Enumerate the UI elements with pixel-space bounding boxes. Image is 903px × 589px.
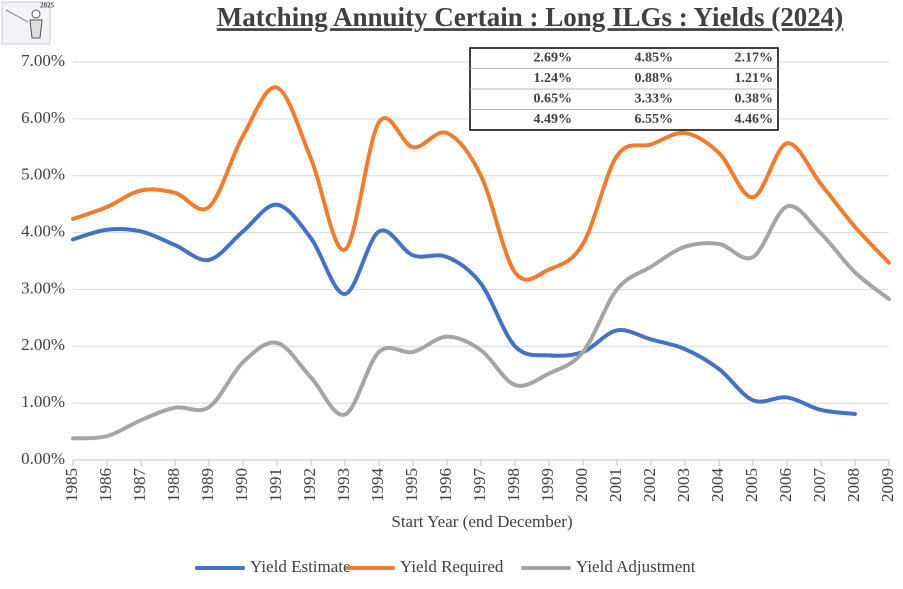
x-tick-label: 2001	[606, 468, 625, 502]
logo-text: 2025	[40, 2, 55, 10]
table-cell: 4.46%	[735, 112, 774, 127]
table-cell: 2.17%	[735, 50, 774, 65]
table-cell: 1.21%	[735, 71, 774, 86]
table-cell: 4.49%	[534, 112, 573, 127]
x-tick-label: 1990	[232, 468, 251, 502]
table-cell: 0.38%	[735, 91, 774, 106]
y-tick-label: 1.00%	[21, 392, 65, 411]
y-tick-label: 7.00%	[21, 51, 65, 70]
x-tick-label: 1991	[266, 468, 285, 502]
x-tick-label: 1985	[62, 468, 81, 502]
x-tick-label: 1988	[164, 468, 183, 502]
series-line	[71, 85, 891, 282]
x-tick-label: 2008	[844, 468, 863, 502]
x-tick-label: 2007	[810, 468, 829, 503]
y-tick-label: 4.00%	[21, 221, 65, 240]
x-tick-label: 2000	[572, 468, 591, 502]
legend-label: Yield Required	[400, 557, 504, 576]
x-tick-label: 1992	[300, 468, 319, 502]
x-tick-label: 1995	[402, 468, 421, 502]
logo-line	[5, 9, 29, 23]
y-tick-label: 0.00%	[21, 449, 65, 468]
y-tick-label: 2.00%	[21, 335, 65, 354]
chart-title: Matching Annuity Certain : Long ILGs : Y…	[217, 2, 844, 32]
x-tick-label: 1989	[198, 468, 217, 502]
x-tick-label: 2002	[640, 468, 659, 502]
x-tick-label: 2006	[776, 468, 795, 502]
x-tick-label: 1994	[368, 468, 387, 503]
table-cell: 6.55%	[635, 112, 674, 127]
series-line	[71, 202, 857, 416]
x-tick-label: 1997	[470, 468, 489, 503]
x-tick-label: 2005	[742, 468, 761, 502]
series-line	[71, 204, 891, 441]
legend-label: Yield Adjustment	[576, 557, 696, 576]
y-tick-label: 6.00%	[21, 108, 65, 127]
logo-body	[29, 19, 43, 39]
x-tick-label: 2003	[674, 468, 693, 502]
x-tick-label: 1998	[504, 468, 523, 502]
table-cell: 1.24%	[534, 71, 573, 86]
table-cell: 2.69%	[534, 50, 573, 65]
table-cell: 3.33%	[635, 91, 674, 106]
logo-head	[31, 9, 41, 19]
x-tick-label: 1987	[130, 468, 149, 503]
table-cell: 0.65%	[534, 91, 573, 106]
y-tick-label: 5.00%	[21, 165, 65, 184]
x-tick-label: 2009	[878, 468, 897, 502]
x-tick-label: 1996	[436, 468, 455, 502]
x-tick-label: 1986	[96, 468, 115, 502]
x-tick-label: 1993	[334, 468, 353, 502]
x-axis-label: Start Year (end December)	[391, 512, 572, 531]
logo: 2025	[1, 1, 55, 45]
legend-label: Yield Estimate	[250, 557, 351, 576]
x-tick-label: 2004	[708, 468, 727, 503]
x-tick-label: 1999	[538, 468, 557, 502]
table-cell: 4.85%	[635, 50, 674, 65]
table-cell: 0.88%	[635, 71, 674, 86]
y-tick-label: 3.00%	[21, 278, 65, 297]
